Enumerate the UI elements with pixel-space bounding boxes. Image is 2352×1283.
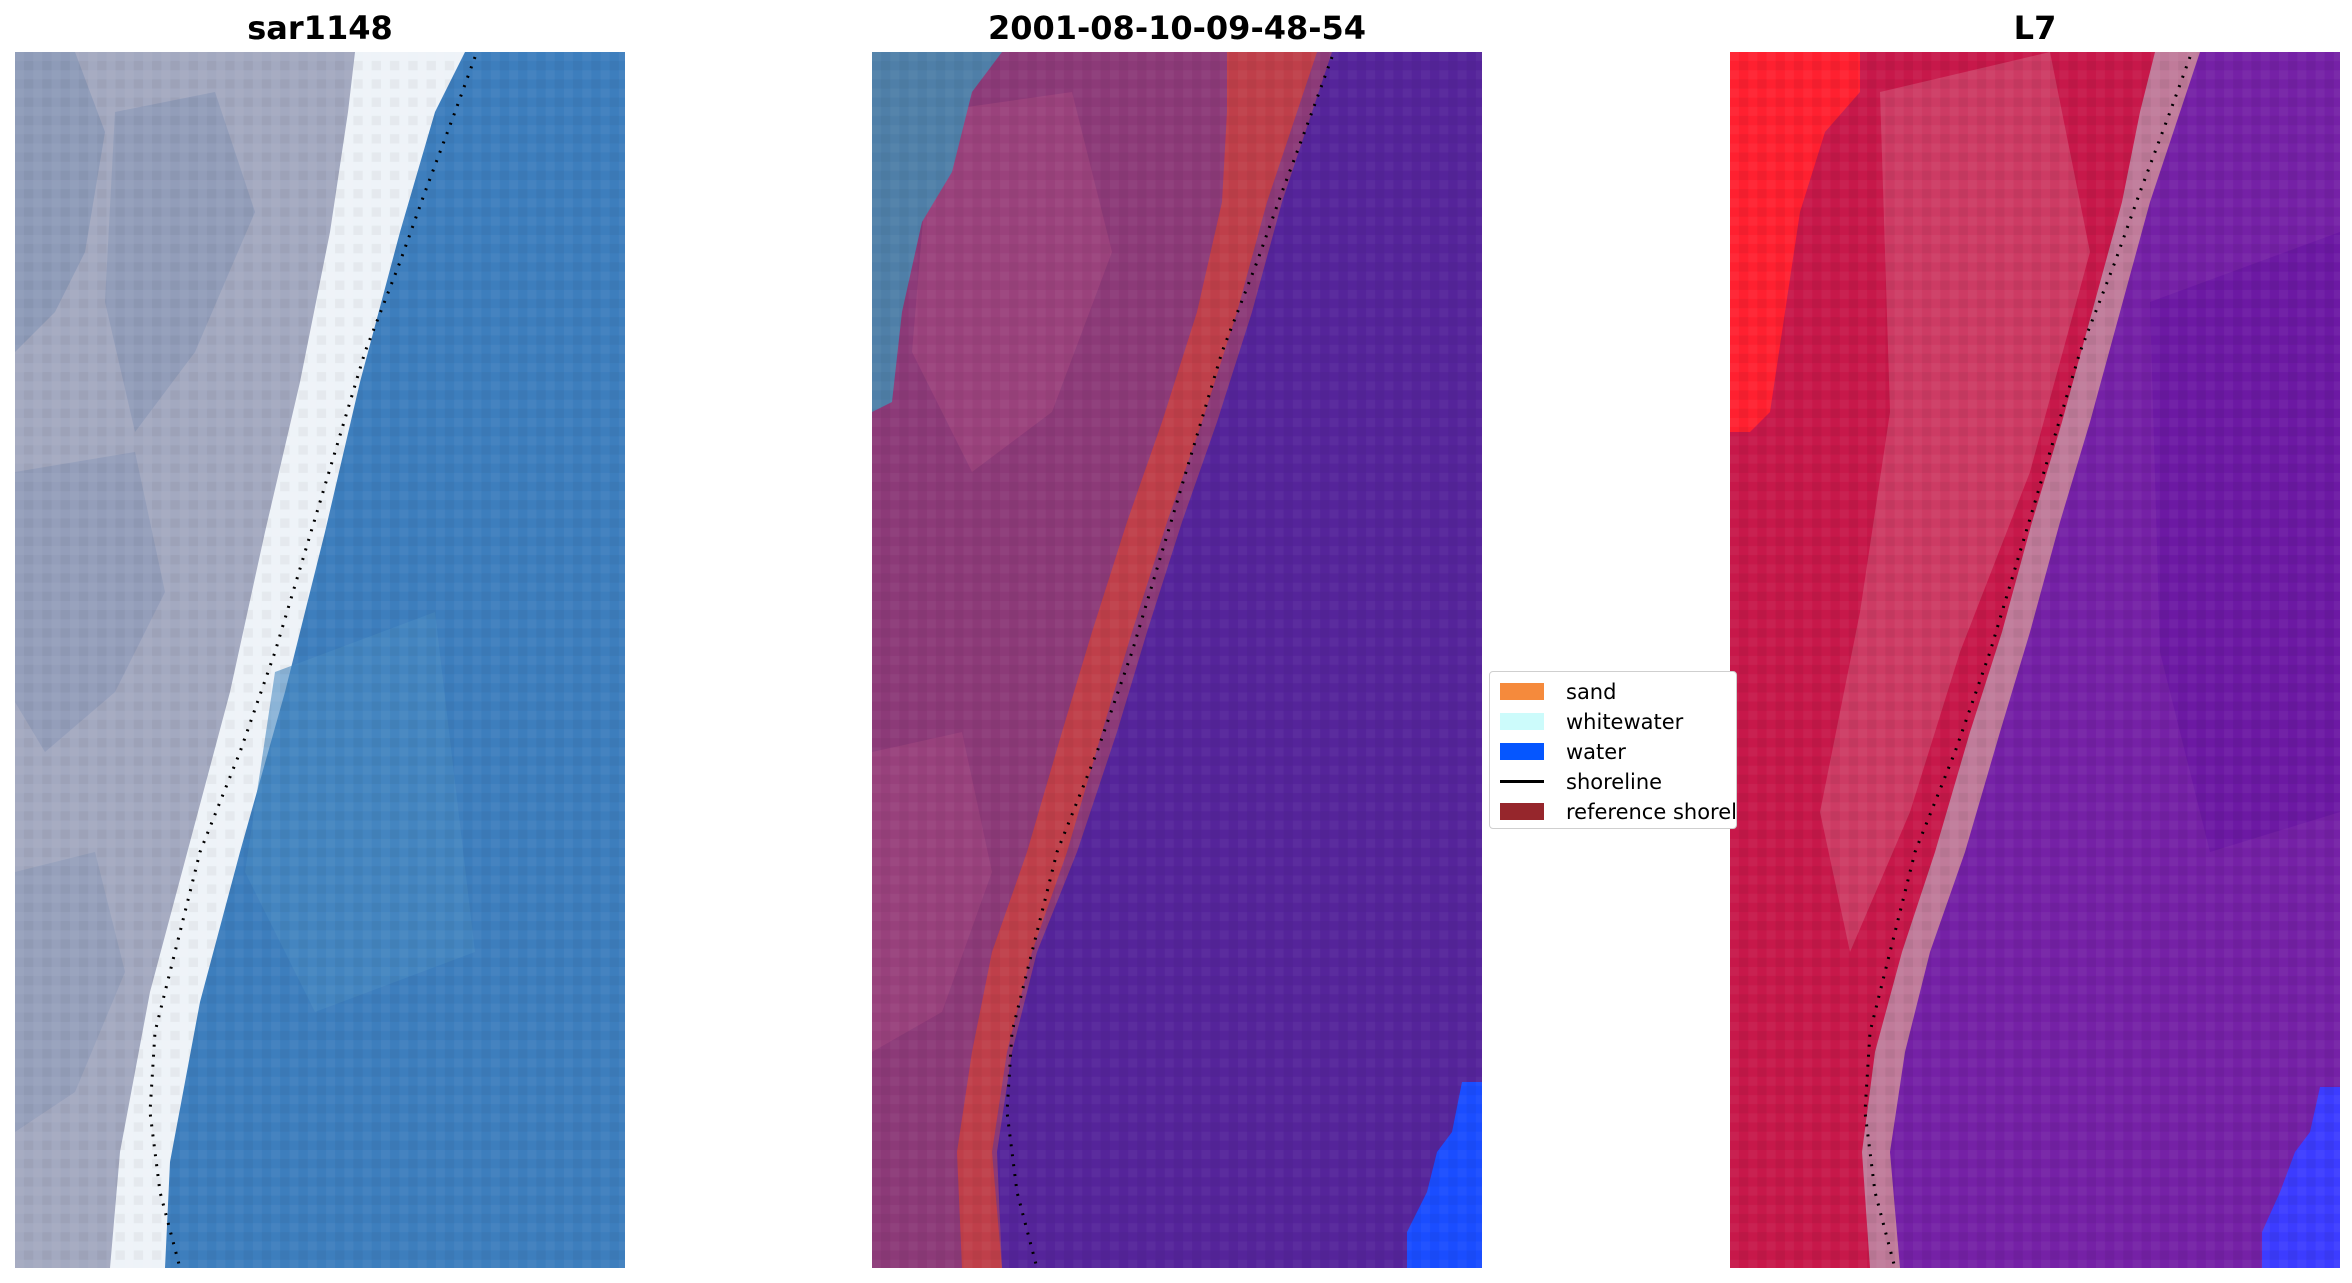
legend-entry-reference-shoreline: reference shoreline <box>1500 798 1737 826</box>
pixel-texture <box>1730 52 2340 1268</box>
rgb-image-panel <box>15 52 625 1268</box>
panel-title-date: 2001-08-10-09-48-54 <box>987 9 1367 47</box>
legend-label-water: water <box>1566 740 1626 764</box>
legend-entry-sand: sand <box>1500 678 1736 706</box>
shoreline <box>148 56 477 1268</box>
panel-title-sar1148: sar1148 <box>247 9 393 47</box>
legend-entry-water: water <box>1500 738 1736 766</box>
l7-image <box>1730 52 2340 1268</box>
classified-image <box>872 52 1482 1268</box>
classified-image-panel <box>872 52 1482 1268</box>
shoreline <box>1863 56 2192 1268</box>
legend-entry-whitewater: whitewater <box>1500 708 1736 736</box>
pixel-texture <box>15 52 625 1268</box>
panel-title-l7: L7 <box>2013 9 2057 47</box>
legend-label-reference-shoreline: reference shoreline <box>1566 800 1737 824</box>
rgb-image <box>15 52 625 1268</box>
legend-swatch-sand <box>1500 683 1544 700</box>
legend-swatch-water <box>1500 743 1544 760</box>
legend-entry-shoreline: shoreline <box>1500 768 1736 796</box>
shoreline <box>1005 56 1334 1268</box>
legend-label-whitewater: whitewater <box>1566 710 1684 734</box>
legend-line-shoreline <box>1500 780 1544 783</box>
legend: sand whitewater water shoreline referenc… <box>1489 671 1737 829</box>
l7-image-panel <box>1730 52 2340 1268</box>
pixel-texture <box>872 52 1482 1268</box>
legend-swatch-whitewater <box>1500 713 1544 730</box>
legend-label-shoreline: shoreline <box>1566 770 1663 794</box>
legend-label-sand: sand <box>1566 680 1617 704</box>
legend-swatch-reference-shoreline <box>1500 803 1544 820</box>
